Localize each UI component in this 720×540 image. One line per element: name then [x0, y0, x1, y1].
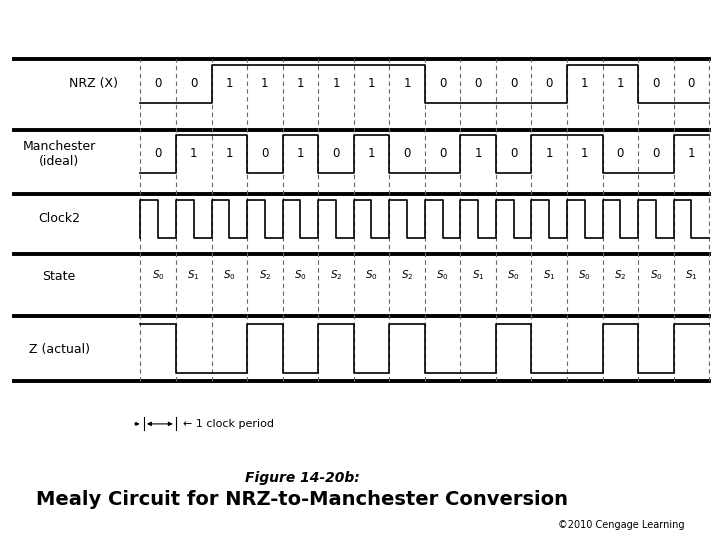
- Text: 1: 1: [368, 77, 375, 90]
- Text: 0: 0: [403, 147, 410, 160]
- Text: 1: 1: [190, 147, 197, 160]
- Text: 0: 0: [155, 147, 162, 160]
- Text: $S_0$: $S_0$: [436, 268, 449, 282]
- Text: 0: 0: [439, 77, 446, 90]
- Text: 1: 1: [368, 147, 375, 160]
- Text: 0: 0: [510, 77, 518, 90]
- Text: $S_2$: $S_2$: [614, 268, 626, 282]
- Text: 1: 1: [297, 147, 304, 160]
- Text: $S_1$: $S_1$: [543, 268, 556, 282]
- Text: 1: 1: [546, 147, 553, 160]
- Text: 1: 1: [688, 147, 696, 160]
- Text: $S_2$: $S_2$: [258, 268, 271, 282]
- Text: NRZ (X): NRZ (X): [69, 77, 118, 90]
- Text: ©2010 Cengage Learning: ©2010 Cengage Learning: [557, 520, 684, 530]
- Text: $S_0$: $S_0$: [578, 268, 591, 282]
- Text: $S_0$: $S_0$: [649, 268, 662, 282]
- Text: Manchester
(ideal): Manchester (ideal): [22, 140, 96, 168]
- Text: Clock2: Clock2: [38, 212, 80, 225]
- Text: 1: 1: [261, 77, 269, 90]
- Text: 0: 0: [652, 77, 660, 90]
- Text: $S_1$: $S_1$: [685, 268, 698, 282]
- Text: 1: 1: [403, 77, 411, 90]
- Text: 0: 0: [546, 77, 553, 90]
- Text: 0: 0: [155, 77, 162, 90]
- Text: $S_2$: $S_2$: [401, 268, 413, 282]
- Text: 0: 0: [261, 147, 269, 160]
- Text: 0: 0: [616, 147, 624, 160]
- Text: Z (actual): Z (actual): [29, 343, 89, 356]
- Text: 1: 1: [225, 147, 233, 160]
- Text: $S_0$: $S_0$: [223, 268, 235, 282]
- Text: 0: 0: [190, 77, 197, 90]
- Text: 1: 1: [581, 147, 588, 160]
- Text: 1: 1: [474, 147, 482, 160]
- Text: 0: 0: [332, 147, 340, 160]
- Text: 1: 1: [332, 77, 340, 90]
- Text: ← 1 clock period: ← 1 clock period: [183, 419, 274, 429]
- Text: 0: 0: [652, 147, 660, 160]
- Text: Mealy Circuit for NRZ-to-Manchester Conversion: Mealy Circuit for NRZ-to-Manchester Conv…: [37, 490, 568, 509]
- Text: Figure 14-20b:: Figure 14-20b:: [245, 471, 360, 485]
- Text: $S_0$: $S_0$: [365, 268, 378, 282]
- Text: $S_0$: $S_0$: [294, 268, 307, 282]
- Text: 0: 0: [439, 147, 446, 160]
- Text: 0: 0: [688, 77, 695, 90]
- Text: 0: 0: [474, 77, 482, 90]
- Text: $S_0$: $S_0$: [508, 268, 520, 282]
- Text: $S_1$: $S_1$: [187, 268, 200, 282]
- Text: $S_1$: $S_1$: [472, 268, 485, 282]
- Text: 1: 1: [581, 77, 588, 90]
- Text: $S_2$: $S_2$: [330, 268, 342, 282]
- Text: 1: 1: [297, 77, 304, 90]
- Text: 1: 1: [616, 77, 624, 90]
- Text: 1: 1: [225, 77, 233, 90]
- Text: $S_0$: $S_0$: [152, 268, 165, 282]
- Text: 0: 0: [510, 147, 518, 160]
- Text: State: State: [42, 270, 76, 283]
